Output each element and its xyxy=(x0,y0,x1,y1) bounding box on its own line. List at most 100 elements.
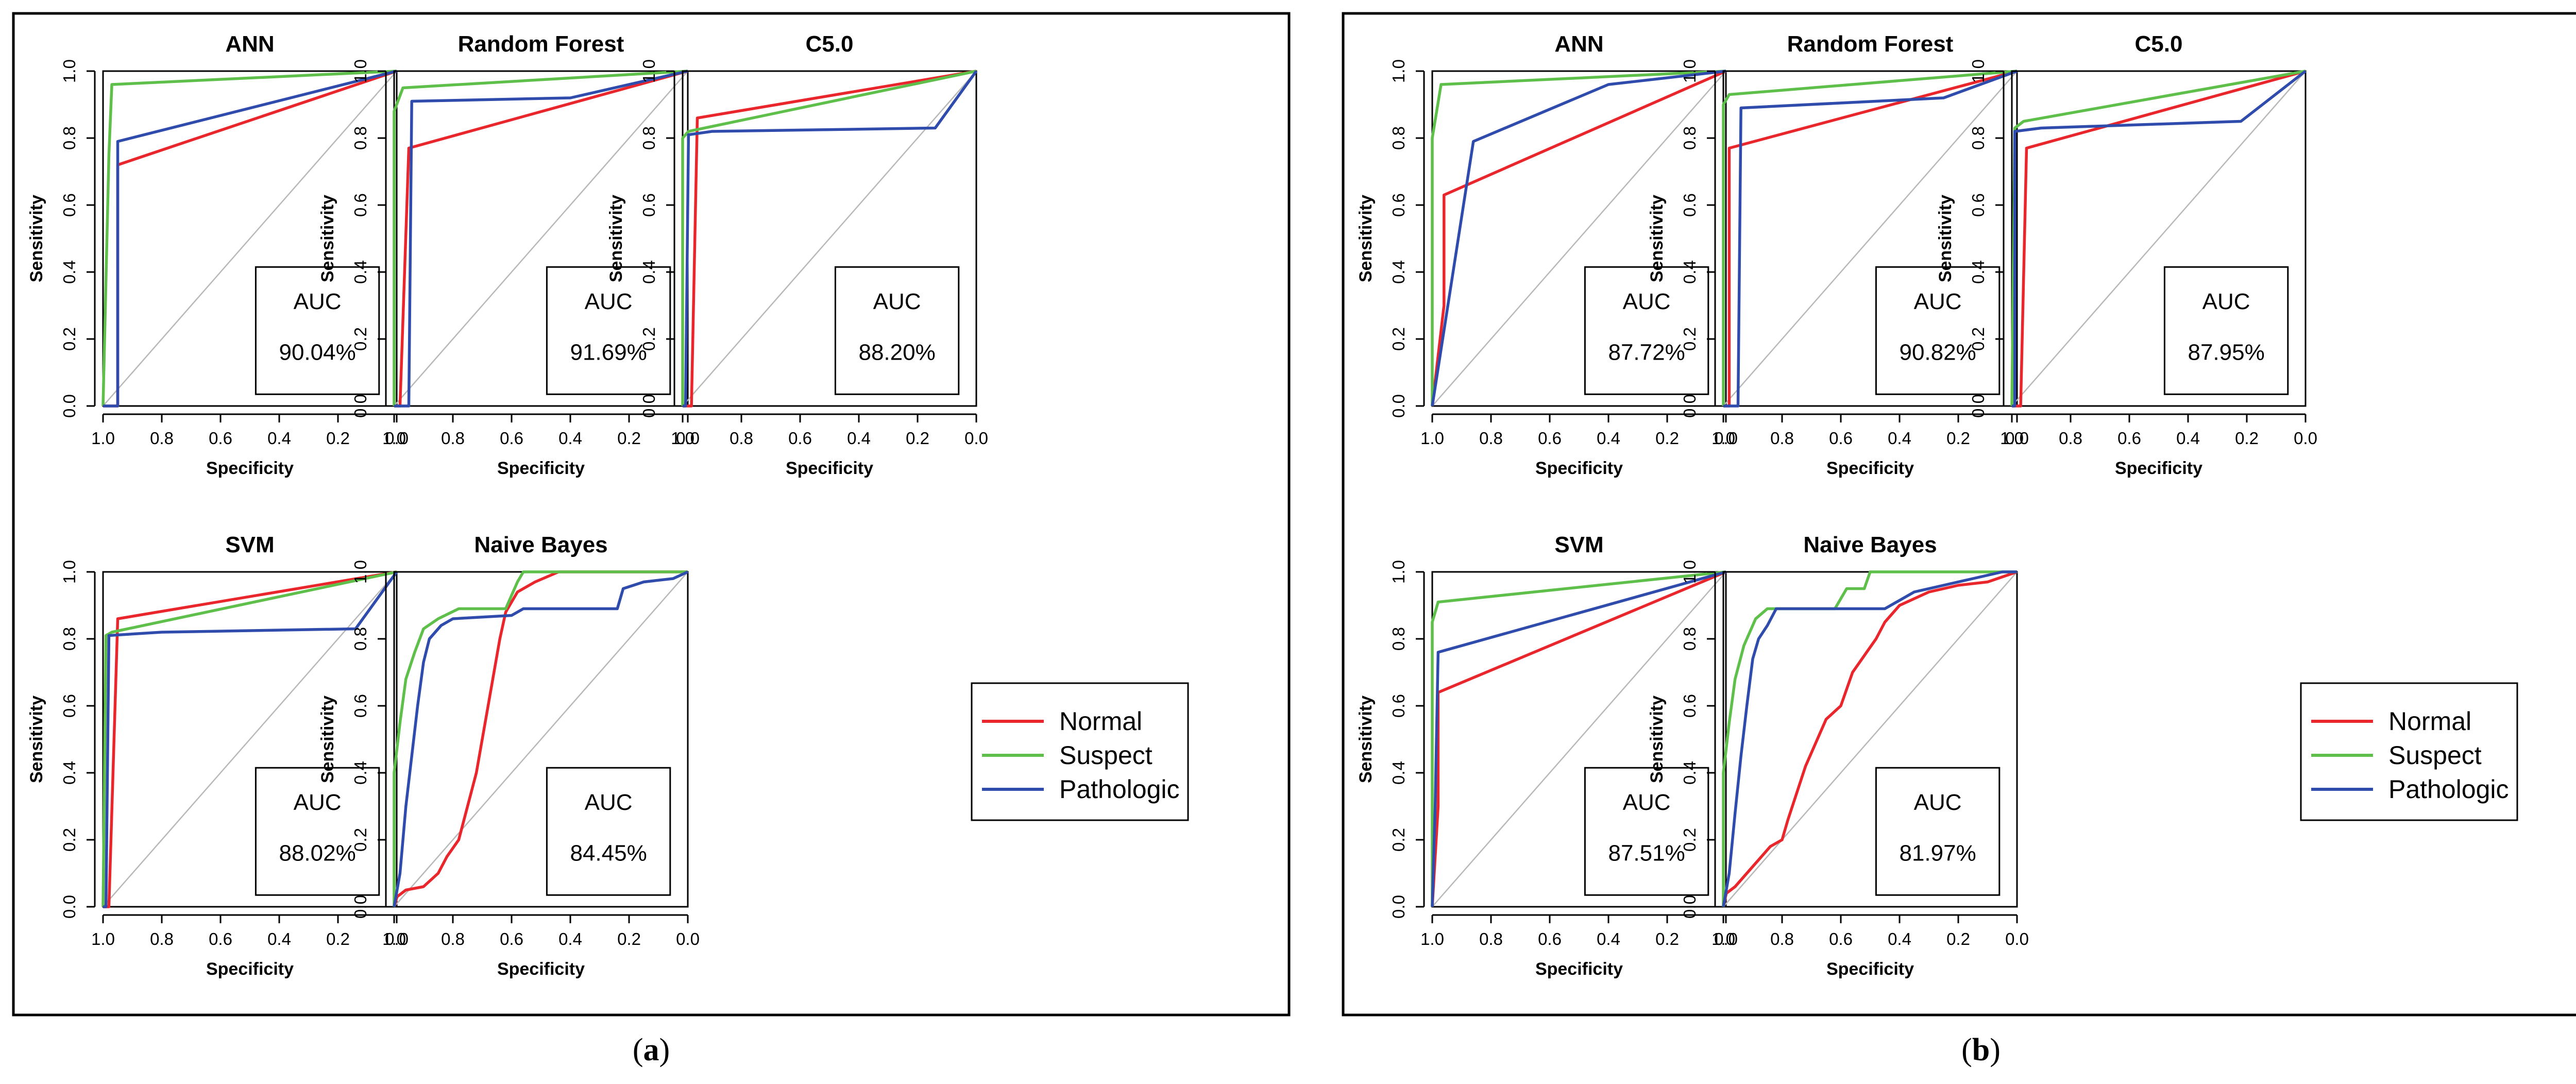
x-tick-label: 0.2 xyxy=(2235,429,2259,448)
x-tick-label: 1.0 xyxy=(1420,929,1444,948)
y-tick-label: 1.0 xyxy=(1389,59,1408,83)
y-tick-label: 0.6 xyxy=(1389,694,1408,718)
legend-label-suspect: Suspect xyxy=(1059,741,1153,770)
x-tick-label: 0.4 xyxy=(558,429,582,448)
legend-label-normal: Normal xyxy=(2388,707,2471,736)
roc-curve-suspect xyxy=(101,70,397,406)
roc-curve-pathologic xyxy=(1723,70,2018,408)
x-tick-label: 0.6 xyxy=(1538,429,1562,448)
panel-title: Naive Bayes xyxy=(1803,532,1937,557)
roc-curve-suspect xyxy=(393,70,688,406)
x-axis-title: Specificity xyxy=(206,959,294,979)
auc-label: AUC xyxy=(294,790,342,815)
x-tick-label: 0.8 xyxy=(441,929,465,948)
auc-box xyxy=(255,767,380,896)
y-tick-label: 0.2 xyxy=(1389,828,1408,852)
auc-label: AUC xyxy=(2202,289,2250,314)
auc-label: AUC xyxy=(294,289,342,314)
y-tick-label: 0.8 xyxy=(351,126,370,150)
auc-value: 81.97% xyxy=(1899,841,1976,866)
roc-curve-pathologic xyxy=(683,70,978,408)
x-tick-label: 1.0 xyxy=(1420,429,1444,448)
y-tick-label: 0.2 xyxy=(60,828,79,852)
reference-diagonal xyxy=(394,71,688,406)
y-tick-label: 0.0 xyxy=(639,394,658,418)
y-tick-label: 0.6 xyxy=(1389,193,1408,217)
roc-curve-suspect xyxy=(393,570,688,907)
x-tick-label: 0.0 xyxy=(385,429,409,448)
y-tick-label: 0.6 xyxy=(351,694,370,718)
y-axis-title: Sensitivity xyxy=(1356,696,1376,783)
y-tick-label: 0.0 xyxy=(351,895,370,919)
legend-label-normal: Normal xyxy=(1059,707,1142,736)
y-axis-title: Sensitivity xyxy=(1647,696,1667,783)
auc-value: 87.72% xyxy=(1608,340,1685,365)
legend-a: Normal Suspect Pathologic xyxy=(971,682,1189,821)
caption-a-open: ( xyxy=(633,1032,643,1068)
x-tick-label: 0.6 xyxy=(788,429,812,448)
y-tick-label: 0.4 xyxy=(60,260,79,284)
auc-box xyxy=(834,266,960,395)
auc-value: 88.20% xyxy=(858,340,935,365)
y-axis-title: Sensitivity xyxy=(27,696,46,783)
y-tick-label: 0.8 xyxy=(60,126,79,150)
y-tick-label: 1.0 xyxy=(351,59,370,83)
x-tick-label: 0.4 xyxy=(847,429,871,448)
x-tick-label: 0.2 xyxy=(326,929,350,948)
x-axis-title: Specificity xyxy=(206,459,294,478)
x-tick-label: 0.2 xyxy=(906,429,929,448)
x-tick-label: 0.8 xyxy=(730,429,753,448)
x-tick-label: 1.0 xyxy=(1711,429,1735,448)
y-tick-label: 0.8 xyxy=(1680,627,1699,651)
panel-title: SVM xyxy=(1554,532,1603,557)
auc-label: AUC xyxy=(1914,289,1962,314)
x-axis-title: Specificity xyxy=(2115,459,2202,478)
x-axis-title: Specificity xyxy=(1535,459,1623,478)
y-tick-label: 0.4 xyxy=(60,761,79,785)
auc-value: 88.02% xyxy=(279,841,355,866)
y-tick-label: 0.8 xyxy=(351,627,370,651)
x-tick-label: 1.0 xyxy=(671,429,694,448)
legend-label-suspect: Suspect xyxy=(2388,741,2482,770)
y-tick-label: 0.6 xyxy=(60,193,79,217)
y-tick-label: 0.4 xyxy=(351,761,370,785)
y-axis-title: Sensitivity xyxy=(1356,195,1376,282)
y-tick-label: 0.8 xyxy=(1389,627,1408,651)
x-tick-label: 0.2 xyxy=(1655,929,1679,948)
y-tick-label: 0.0 xyxy=(1680,394,1699,418)
x-tick-label: 0.0 xyxy=(964,429,988,448)
panel-title: Random Forest xyxy=(458,31,624,57)
x-tick-label: 0.4 xyxy=(1888,429,1911,448)
roc-curve-suspect xyxy=(1722,570,2017,907)
auc-label: AUC xyxy=(1623,790,1671,815)
x-tick-label: 0.8 xyxy=(1479,429,1503,448)
y-tick-label: 1.0 xyxy=(60,59,79,83)
x-tick-label: 1.0 xyxy=(382,429,406,448)
caption-b-open: ( xyxy=(1961,1032,1972,1068)
x-tick-label: 0.4 xyxy=(267,429,291,448)
roc-curve-normal xyxy=(1431,70,1727,406)
y-axis-title: Sensitivity xyxy=(1647,195,1667,282)
y-tick-label: 0.6 xyxy=(1969,193,1988,217)
y-tick-label: 0.0 xyxy=(1969,394,1988,418)
x-tick-label: 0.2 xyxy=(1946,429,1970,448)
y-tick-label: 0.8 xyxy=(1969,126,1988,150)
y-tick-label: 0.4 xyxy=(1680,260,1699,284)
x-tick-label: 0.0 xyxy=(1714,429,1738,448)
group-a-frame xyxy=(12,12,1291,1017)
auc-label: AUC xyxy=(585,790,633,815)
x-tick-label: 1.0 xyxy=(91,429,115,448)
x-tick-label: 0.2 xyxy=(326,429,350,448)
y-tick-label: 0.8 xyxy=(60,627,79,651)
y-tick-label: 0.2 xyxy=(60,327,79,351)
x-tick-label: 0.6 xyxy=(1829,929,1853,948)
legend-label-pathologic: Pathologic xyxy=(2388,775,2509,804)
caption-b-letter: b xyxy=(1972,1032,1990,1068)
y-axis-title: Sensitivity xyxy=(606,195,626,282)
roc-curve-suspect xyxy=(101,570,397,907)
x-axis-title: Specificity xyxy=(497,459,585,478)
